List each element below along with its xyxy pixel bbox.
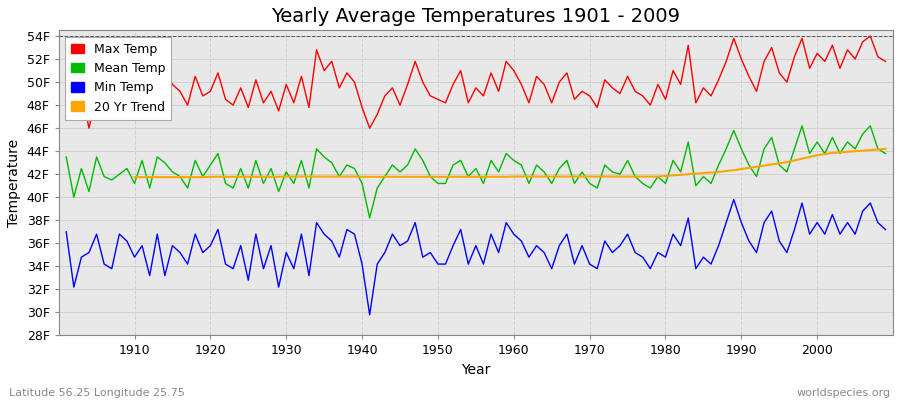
Legend: Max Temp, Mean Temp, Min Temp, 20 Yr Trend: Max Temp, Mean Temp, Min Temp, 20 Yr Tre… — [65, 36, 171, 120]
Title: Yearly Average Temperatures 1901 - 2009: Yearly Average Temperatures 1901 - 2009 — [272, 7, 680, 26]
Y-axis label: Temperature: Temperature — [7, 139, 21, 227]
X-axis label: Year: Year — [461, 363, 491, 377]
Text: Latitude 56.25 Longitude 25.75: Latitude 56.25 Longitude 25.75 — [9, 388, 184, 398]
Text: worldspecies.org: worldspecies.org — [796, 388, 891, 398]
